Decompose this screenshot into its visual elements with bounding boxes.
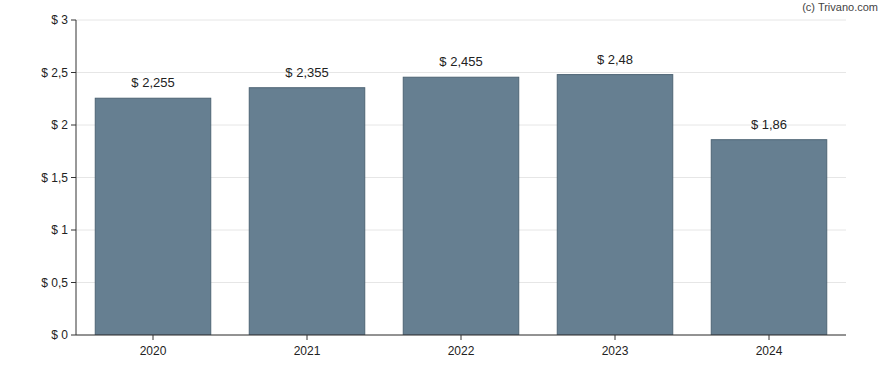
tick-mark bbox=[71, 177, 76, 178]
chart: $ 0 $ 0,5 $ 1 $ 1,5 $ 2 $ 2,5 $ 3 $ 2,255 $ 2,35… bbox=[0, 0, 888, 370]
tick-label: $ 2 bbox=[51, 118, 68, 132]
category-label: 2020 bbox=[140, 344, 167, 358]
x-tick bbox=[461, 335, 462, 340]
data-label: $ 2,255 bbox=[131, 75, 174, 90]
bar bbox=[403, 77, 519, 335]
tick-mark bbox=[71, 335, 76, 336]
data-label: $ 1,86 bbox=[751, 117, 787, 132]
bar bbox=[557, 75, 673, 335]
tick-label: $ 0,5 bbox=[41, 276, 68, 290]
data-label: $ 2,48 bbox=[597, 52, 633, 67]
tick-label: $ 1,5 bbox=[41, 171, 68, 185]
y-axis bbox=[76, 20, 77, 335]
bar bbox=[95, 98, 211, 335]
grid-line bbox=[76, 72, 846, 73]
tick-label: $ 0 bbox=[51, 328, 68, 342]
x-tick bbox=[615, 335, 616, 340]
tick-mark bbox=[71, 20, 76, 21]
tick-label: $ 1 bbox=[51, 223, 68, 237]
x-tick bbox=[769, 335, 770, 340]
x-tick bbox=[153, 335, 154, 340]
bars bbox=[95, 75, 827, 335]
x-axis bbox=[76, 335, 846, 336]
category-label: 2024 bbox=[756, 344, 783, 358]
category-label: 2023 bbox=[602, 344, 629, 358]
category-label: 2021 bbox=[294, 344, 321, 358]
tick-mark bbox=[71, 125, 76, 126]
tick-label: $ 3 bbox=[51, 13, 68, 27]
bar bbox=[249, 88, 365, 335]
grid-line bbox=[76, 20, 846, 21]
bar bbox=[711, 140, 827, 335]
data-label: $ 2,355 bbox=[285, 65, 328, 80]
tick-label: $ 2,5 bbox=[41, 66, 68, 80]
data-label: $ 2,455 bbox=[439, 54, 482, 69]
annotation: (c) Trivano.com bbox=[802, 1, 878, 13]
tick-mark bbox=[71, 230, 76, 231]
grid-line bbox=[76, 335, 846, 336]
tick-mark bbox=[71, 72, 76, 73]
category-label: 2022 bbox=[448, 344, 475, 358]
x-tick bbox=[307, 335, 308, 340]
tick-mark bbox=[71, 282, 76, 283]
